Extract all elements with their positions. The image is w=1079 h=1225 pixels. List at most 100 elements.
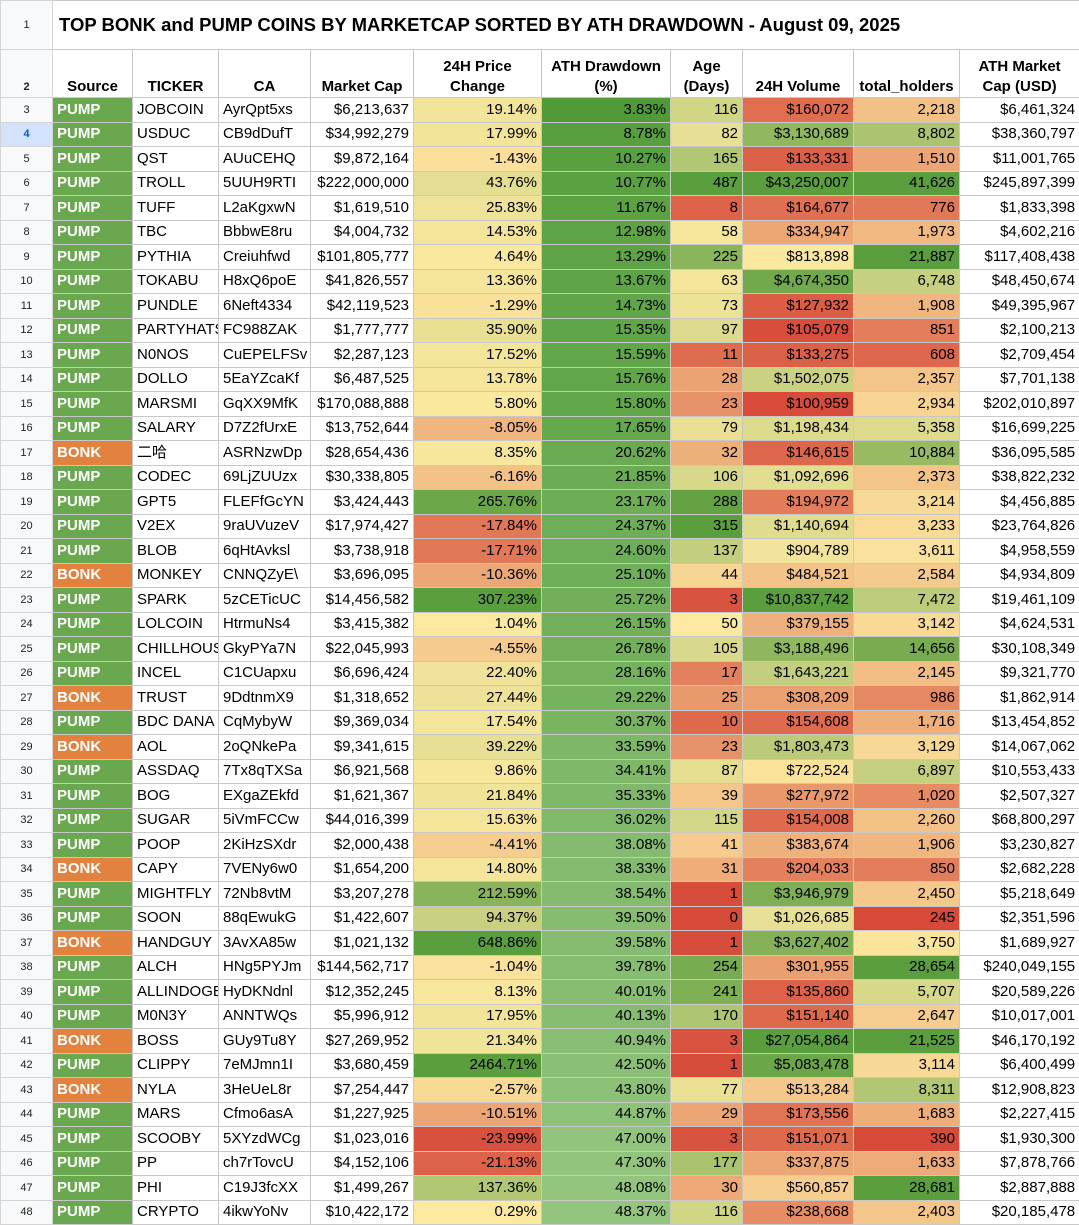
market-cap-cell[interactable]: $170,088,888 <box>311 392 414 417</box>
header-ath-drawdown[interactable]: ATH Drawdown (%) <box>542 50 671 98</box>
market-cap-cell[interactable]: $9,341,615 <box>311 735 414 760</box>
market-cap-cell[interactable]: $6,213,637 <box>311 98 414 123</box>
source-cell[interactable]: PUMP <box>53 955 133 980</box>
ticker-cell[interactable]: TBC <box>133 220 219 245</box>
header-ticker[interactable]: TICKER <box>133 50 219 98</box>
holders-cell[interactable]: 1,683 <box>854 1102 960 1127</box>
market-cap-cell[interactable]: $22,045,993 <box>311 637 414 662</box>
holders-cell[interactable]: 390 <box>854 1127 960 1152</box>
ath-drawdown-cell[interactable]: 20.62% <box>542 441 671 466</box>
holders-cell[interactable]: 5,358 <box>854 416 960 441</box>
age-cell[interactable]: 116 <box>671 1200 743 1225</box>
ca-cell[interactable]: GUy9Tu8Y <box>219 1029 311 1054</box>
ath-market-cap-cell[interactable]: $3,230,827 <box>960 833 1079 858</box>
price-change-cell[interactable]: 9.86% <box>414 759 542 784</box>
ath-drawdown-cell[interactable]: 15.35% <box>542 318 671 343</box>
price-change-cell[interactable]: 17.99% <box>414 122 542 147</box>
row-number[interactable]: 4 <box>1 122 53 147</box>
market-cap-cell[interactable]: $3,696,095 <box>311 563 414 588</box>
market-cap-cell[interactable]: $1,021,132 <box>311 931 414 956</box>
ca-cell[interactable]: 5zCETicUC <box>219 588 311 613</box>
source-cell[interactable]: PUMP <box>53 122 133 147</box>
ca-cell[interactable]: ANNTWQs <box>219 1004 311 1029</box>
volume-cell[interactable]: $154,008 <box>743 808 854 833</box>
ca-cell[interactable]: D7Z2fUrxE <box>219 416 311 441</box>
price-change-cell[interactable]: 25.83% <box>414 196 542 221</box>
holders-cell[interactable]: 3,142 <box>854 612 960 637</box>
ath-drawdown-cell[interactable]: 17.65% <box>542 416 671 441</box>
ath-drawdown-cell[interactable]: 35.33% <box>542 784 671 809</box>
price-change-cell[interactable]: 212.59% <box>414 882 542 907</box>
header-ath-market-cap[interactable]: ATH Market Cap (USD) <box>960 50 1079 98</box>
source-cell[interactable]: PUMP <box>53 906 133 931</box>
age-cell[interactable]: 87 <box>671 759 743 784</box>
source-cell[interactable]: PUMP <box>53 147 133 172</box>
ca-cell[interactable]: 5UUH9RTI <box>219 171 311 196</box>
row-number[interactable]: 33 <box>1 833 53 858</box>
ca-cell[interactable]: 72Nb8vtM <box>219 882 311 907</box>
ath-drawdown-cell[interactable]: 12.98% <box>542 220 671 245</box>
source-cell[interactable]: PUMP <box>53 808 133 833</box>
ca-cell[interactable]: FLEFfGcYN <box>219 490 311 515</box>
holders-cell[interactable]: 1,633 <box>854 1151 960 1176</box>
ca-cell[interactable]: 3HeUeL8r <box>219 1078 311 1103</box>
volume-cell[interactable]: $3,188,496 <box>743 637 854 662</box>
age-cell[interactable]: 10 <box>671 710 743 735</box>
price-change-cell[interactable]: -10.51% <box>414 1102 542 1127</box>
age-cell[interactable]: 1 <box>671 1053 743 1078</box>
ticker-cell[interactable]: GPT5 <box>133 490 219 515</box>
ath-drawdown-cell[interactable]: 26.78% <box>542 637 671 662</box>
price-change-cell[interactable]: 137.36% <box>414 1176 542 1201</box>
row-number[interactable]: 41 <box>1 1029 53 1054</box>
ath-market-cap-cell[interactable]: $7,878,766 <box>960 1151 1079 1176</box>
holders-cell[interactable]: 2,218 <box>854 98 960 123</box>
age-cell[interactable]: 32 <box>671 441 743 466</box>
ath-market-cap-cell[interactable]: $14,067,062 <box>960 735 1079 760</box>
volume-cell[interactable]: $160,072 <box>743 98 854 123</box>
price-change-cell[interactable]: -8.05% <box>414 416 542 441</box>
age-cell[interactable]: 17 <box>671 661 743 686</box>
age-cell[interactable]: 41 <box>671 833 743 858</box>
source-cell[interactable]: PUMP <box>53 661 133 686</box>
ath-market-cap-cell[interactable]: $9,321,770 <box>960 661 1079 686</box>
ath-market-cap-cell[interactable]: $16,699,225 <box>960 416 1079 441</box>
holders-cell[interactable]: 776 <box>854 196 960 221</box>
ath-drawdown-cell[interactable]: 15.76% <box>542 367 671 392</box>
market-cap-cell[interactable]: $1,023,016 <box>311 1127 414 1152</box>
ath-drawdown-cell[interactable]: 42.50% <box>542 1053 671 1078</box>
price-change-cell[interactable]: 4.64% <box>414 245 542 270</box>
ath-drawdown-cell[interactable]: 14.73% <box>542 294 671 319</box>
source-cell[interactable]: PUMP <box>53 196 133 221</box>
price-change-cell[interactable]: 19.14% <box>414 98 542 123</box>
row-number[interactable]: 16 <box>1 416 53 441</box>
ath-drawdown-cell[interactable]: 39.50% <box>542 906 671 931</box>
market-cap-cell[interactable]: $2,287,123 <box>311 343 414 368</box>
ath-drawdown-cell[interactable]: 11.67% <box>542 196 671 221</box>
row-number[interactable]: 10 <box>1 269 53 294</box>
ath-market-cap-cell[interactable]: $1,862,914 <box>960 686 1079 711</box>
ca-cell[interactable]: 9raUVuzeV <box>219 514 311 539</box>
volume-cell[interactable]: $1,803,473 <box>743 735 854 760</box>
ticker-cell[interactable]: CODEC <box>133 465 219 490</box>
ath-market-cap-cell[interactable]: $4,958,559 <box>960 539 1079 564</box>
row-number[interactable]: 28 <box>1 710 53 735</box>
row-number[interactable]: 12 <box>1 318 53 343</box>
ticker-cell[interactable]: JOBCOIN <box>133 98 219 123</box>
row-number[interactable]: 9 <box>1 245 53 270</box>
price-change-cell[interactable]: -4.41% <box>414 833 542 858</box>
volume-cell[interactable]: $133,331 <box>743 147 854 172</box>
ca-cell[interactable]: L2aKgxwN <box>219 196 311 221</box>
ath-drawdown-cell[interactable]: 21.85% <box>542 465 671 490</box>
market-cap-cell[interactable]: $1,621,367 <box>311 784 414 809</box>
holders-cell[interactable]: 3,611 <box>854 539 960 564</box>
age-cell[interactable]: 225 <box>671 245 743 270</box>
holders-cell[interactable]: 1,973 <box>854 220 960 245</box>
ticker-cell[interactable]: 二哈 <box>133 441 219 466</box>
market-cap-cell[interactable]: $5,996,912 <box>311 1004 414 1029</box>
row-number[interactable]: 25 <box>1 637 53 662</box>
ca-cell[interactable]: AUuCEHQ <box>219 147 311 172</box>
volume-cell[interactable]: $10,837,742 <box>743 588 854 613</box>
ticker-cell[interactable]: SUGAR <box>133 808 219 833</box>
ca-cell[interactable]: Cfmo6asA <box>219 1102 311 1127</box>
volume-cell[interactable]: $904,789 <box>743 539 854 564</box>
